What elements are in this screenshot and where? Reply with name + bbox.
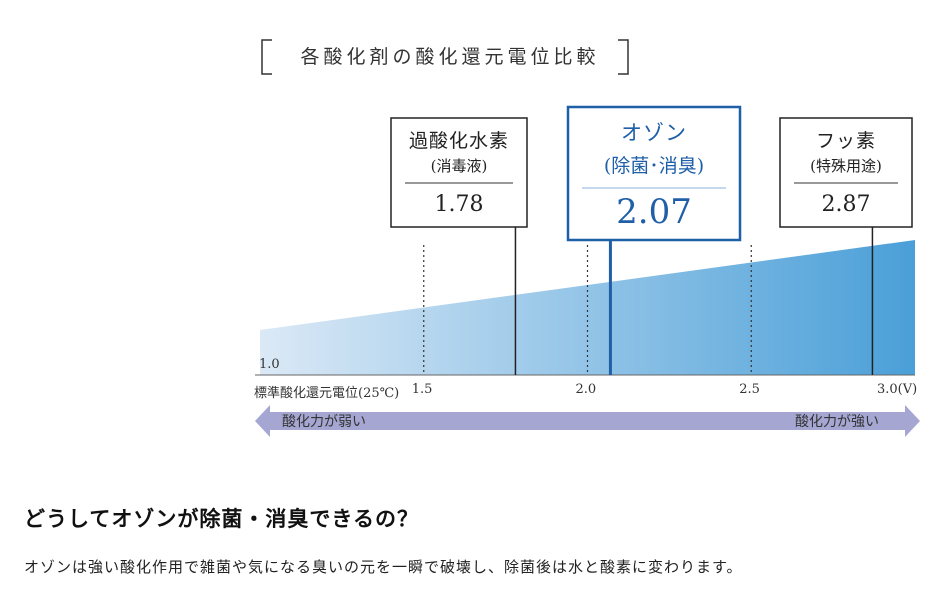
- card-name-2: フッ素: [815, 130, 876, 152]
- section-body: オゾンは強い酸化作用で雑菌や気になる臭いの元を一瞬で破壊し、除菌後は水と酸素に変…: [24, 558, 743, 576]
- tick-label-1: 1.5: [411, 382, 433, 397]
- card-value-2: 2.87: [821, 192, 871, 217]
- tick-label-0: 1.0: [259, 357, 280, 372]
- oxidation-strength-arrow: [255, 405, 920, 437]
- tick-label-4: 3.0(V): [877, 382, 918, 397]
- title-bracket-right: [618, 39, 629, 75]
- card-box-2: [779, 117, 913, 228]
- x-axis-label: 標準酸化還元電位(25℃): [254, 386, 400, 401]
- arrow-left-label: 酸化力が弱い: [282, 414, 366, 430]
- tick-label-3: 2.5: [739, 382, 760, 397]
- card-sub-1: (除菌･消臭): [603, 155, 705, 177]
- card-value-1: 2.07: [616, 192, 692, 232]
- card-sub-0: (消毒液): [430, 157, 488, 175]
- card-name-1: オゾン: [621, 121, 687, 145]
- card-value-0: 1.78: [434, 192, 484, 217]
- chart-title: 各酸化剤の酸化還元電位比較: [300, 46, 600, 68]
- card-sub-2: (特殊用途): [810, 157, 882, 175]
- tick-label-2: 2.0: [575, 382, 597, 397]
- card-1: オゾン (除菌･消臭) 2.07: [568, 117, 740, 232]
- card-name-0: 過酸化水素: [408, 130, 509, 152]
- redox-potential-chart: 各酸化剤の酸化還元電位比較 1.0 1.5 2.0 2.5 3.0(V) 標準酸化還元電位…: [254, 39, 920, 437]
- title-bracket-left: [261, 39, 272, 75]
- card-0: 過酸化水素 (消毒液) 1.78: [391, 126, 527, 217]
- card-box-1: [566, 105, 742, 242]
- card-box-0: [390, 117, 528, 228]
- section-heading: どうしてオゾンが除菌・消臭できるの？: [24, 507, 419, 531]
- arrow-right-label: 酸化力が強い: [795, 414, 879, 430]
- chart-svg: [255, 39, 920, 437]
- card-2: フッ素 (特殊用途) 2.87: [780, 126, 912, 217]
